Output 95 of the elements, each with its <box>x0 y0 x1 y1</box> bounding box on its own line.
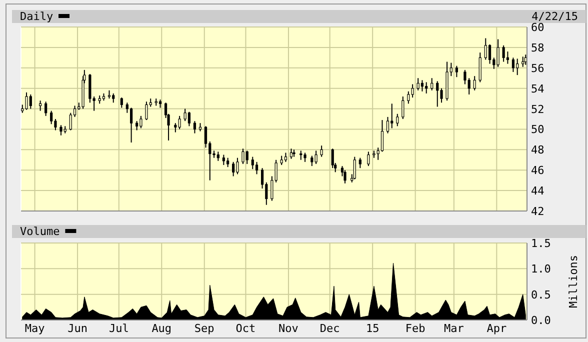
x-tick-label: Oct <box>236 322 256 335</box>
y-tick-label: 44 <box>531 184 545 198</box>
y-tick-label: 52 <box>531 102 544 116</box>
candlestick <box>473 76 476 91</box>
candlestick <box>236 157 239 175</box>
text: 4/22/15 <box>532 10 578 23</box>
candlestick <box>29 94 32 110</box>
candlestick <box>402 96 404 120</box>
candlestick <box>455 65 458 78</box>
candlestick <box>464 69 466 85</box>
candlestick <box>88 74 92 104</box>
candlestick <box>320 145 323 158</box>
candlestick <box>411 84 414 98</box>
candlestick <box>39 100 42 112</box>
candlestick <box>216 151 220 162</box>
candlestick <box>130 107 133 144</box>
candlestick <box>310 155 314 167</box>
y-axis-title: Millions <box>567 255 580 308</box>
candlestick <box>478 52 482 83</box>
x-tick-label: Sep <box>194 322 214 335</box>
x-tick-label: Aug <box>152 322 172 335</box>
candlestick <box>506 51 509 64</box>
candlestick <box>380 120 384 152</box>
chart-title: Daily <box>20 10 54 23</box>
candlestick <box>178 115 181 130</box>
candlestick <box>367 151 370 167</box>
candlestick <box>344 170 346 184</box>
candlestick <box>25 92 28 110</box>
x-tick-label: 15 <box>366 322 380 335</box>
candlestick <box>174 122 177 133</box>
candlestick <box>304 152 306 162</box>
candlestick <box>255 161 258 175</box>
y-tick-label: 58 <box>531 41 544 54</box>
candlestick <box>430 78 434 91</box>
candlestick <box>416 78 420 91</box>
candlestick <box>331 148 334 169</box>
candlestick <box>251 156 254 170</box>
x-tick-label: Dec <box>320 322 340 335</box>
candlestick <box>226 157 230 168</box>
candlestick <box>512 57 515 72</box>
y-tick-label: 56 <box>531 62 544 75</box>
y-tick-label: 0.0 <box>531 314 551 327</box>
candlestick <box>353 156 356 180</box>
candlestick <box>300 150 302 160</box>
candlestick <box>280 155 283 166</box>
candlestick <box>484 38 487 60</box>
x-tick-label: May <box>24 322 46 335</box>
y-tick-label: 50 <box>531 123 544 136</box>
candlestick <box>502 44 505 62</box>
candlestick <box>516 58 519 76</box>
candlestick <box>140 115 142 129</box>
y-tick-label: 60 <box>531 21 544 34</box>
x-tick-label: Jun <box>68 322 88 335</box>
candlestick <box>246 150 248 164</box>
candlestick <box>232 161 235 177</box>
y-tick-label: 48 <box>531 144 544 157</box>
candlestick <box>69 112 72 131</box>
candlestick <box>145 101 148 121</box>
candlestick <box>222 154 225 166</box>
x-tick-label: Apr <box>486 322 507 335</box>
candlestick <box>193 120 196 134</box>
candlestick <box>50 110 53 125</box>
candlestick <box>242 148 244 164</box>
y-tick-label: 54 <box>531 82 545 96</box>
x-tick-label: Mar <box>444 322 464 335</box>
candlestick <box>496 38 500 68</box>
chart-title: Volume <box>20 225 60 238</box>
candlestick <box>120 97 123 108</box>
candlestick <box>136 120 138 131</box>
y-tick-label: 42 <box>531 205 544 218</box>
candlestick <box>488 44 492 64</box>
candlestick <box>420 80 424 92</box>
x-tick-label: Feb <box>405 322 426 335</box>
candlestick <box>396 113 399 127</box>
candlestick <box>112 92 115 104</box>
candlestick <box>522 56 524 68</box>
candlestick <box>184 108 186 122</box>
candlestick <box>386 116 390 134</box>
y-tick-label: 1.0 <box>531 262 551 276</box>
candlestick <box>44 101 48 116</box>
candlestick <box>60 124 62 136</box>
y-tick-label: 0.5 <box>531 288 551 302</box>
candlestick <box>390 103 394 129</box>
candlestick <box>284 152 288 162</box>
candlestick <box>188 111 191 127</box>
y-tick-label: 1.5 <box>531 237 551 250</box>
candlestick <box>407 90 410 104</box>
candlestick <box>314 150 318 164</box>
x-tick-label: Jul <box>108 322 129 335</box>
candlestick <box>358 157 362 169</box>
candlestick <box>436 80 439 108</box>
candlestick <box>290 148 293 160</box>
candlestick <box>425 82 428 94</box>
x-tick-label: Nov <box>278 322 299 335</box>
y-tick-label: 46 <box>531 164 544 178</box>
